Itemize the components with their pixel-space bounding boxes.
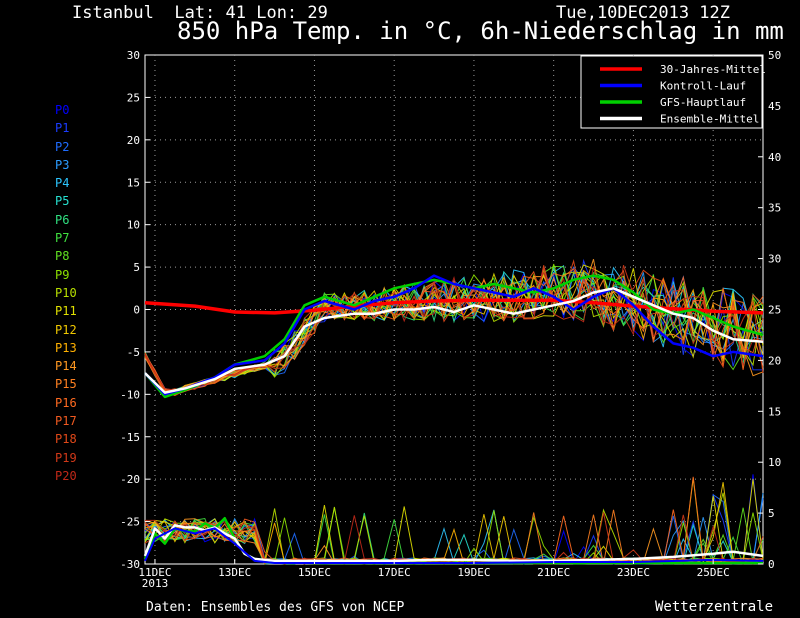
member-list: P0 P1 P2 P3 P4 P5 P6 P7 P8 P9 P10 P11 P12 P13 P14 P15 P1… xyxy=(55,101,77,485)
y-right-tick-label: 20 xyxy=(768,354,781,367)
temp-series-line xyxy=(144,287,764,394)
legend-label: 30-Jahres-Mittel xyxy=(660,63,766,76)
x-tick-sublabel: 2013 xyxy=(142,577,169,590)
y-left-tick-label: 10 xyxy=(127,219,140,232)
member-label: P6 xyxy=(55,212,70,227)
member-label: P16 xyxy=(55,395,77,410)
x-tick-label: 11DEC xyxy=(138,566,171,579)
brand-label: Wetterzentrale xyxy=(655,599,774,615)
member-label: P8 xyxy=(55,249,70,264)
member-label: P1 xyxy=(55,121,70,136)
member-label: P17 xyxy=(55,414,77,429)
y-right-tick-label: 30 xyxy=(768,253,781,266)
member-label: P4 xyxy=(55,176,70,191)
data-source-label: Daten: Ensembles des GFS von NCEP xyxy=(146,600,405,615)
y-left-tick-label: 25 xyxy=(127,91,140,104)
y-left-tick-label: -25 xyxy=(120,516,140,529)
member-label: P2 xyxy=(55,139,70,154)
member-label: P3 xyxy=(55,157,70,172)
y-right-tick-label: 40 xyxy=(768,151,781,164)
legend-label: Ensemble-Mittel xyxy=(660,113,759,126)
y-right-tick-label: 50 xyxy=(768,49,781,62)
y-left-tick-label: -15 xyxy=(120,431,140,444)
precip-series-line xyxy=(144,527,764,564)
y-left-tick-label: 0 xyxy=(133,304,140,317)
member-label: P10 xyxy=(55,285,77,300)
x-tick-label: 19DEC xyxy=(457,566,490,579)
member-label: P20 xyxy=(55,468,77,483)
precip-series-line xyxy=(143,524,764,563)
y-right-tick-label: 45 xyxy=(768,100,781,113)
legend-label: Kontroll-Lauf xyxy=(660,80,746,93)
y-left-tick-label: -20 xyxy=(120,473,140,486)
y-left-tick-label: 15 xyxy=(127,176,140,189)
y-right-tick-label: 15 xyxy=(768,405,781,418)
x-tick-label: 25DEC xyxy=(697,566,730,579)
member-label: P11 xyxy=(55,304,77,319)
temp-series-line xyxy=(144,274,764,396)
member-label: P13 xyxy=(55,340,77,355)
y-right-tick-label: 10 xyxy=(768,456,781,469)
location-label: Istanbul Lat: 41 Lon: 29 xyxy=(72,3,328,23)
y-left-tick-label: 20 xyxy=(127,134,140,147)
member-label: P19 xyxy=(55,450,77,465)
member-label: P18 xyxy=(55,432,77,447)
temp-series-line xyxy=(144,298,764,315)
member-label: P15 xyxy=(55,377,77,392)
y-left-tick-label: 5 xyxy=(133,261,140,274)
highlight-series xyxy=(143,274,764,565)
member-label: P7 xyxy=(55,231,70,246)
y-right-tick-label: 25 xyxy=(768,304,781,317)
chart-title: 850 hPa Temp. in °C, 6h-Niederschlag in … xyxy=(177,17,784,45)
run-date-label: Tue,10DEC2013 12Z xyxy=(556,3,730,23)
y-left-tick-label: -5 xyxy=(127,346,140,359)
x-tick-label: 21DEC xyxy=(537,566,570,579)
x-tick-label: 13DEC xyxy=(218,566,251,579)
y-right-tick-label: 35 xyxy=(768,202,781,215)
member-temp-line xyxy=(144,273,764,394)
y-right-tick-label: 0 xyxy=(768,558,775,571)
legend-label: GFS-Hauptlauf xyxy=(660,96,746,109)
x-tick-label: 15DEC xyxy=(298,566,331,579)
member-label: P14 xyxy=(55,359,77,374)
member-label: P0 xyxy=(55,103,70,117)
x-tick-label: 17DEC xyxy=(378,566,411,579)
axes: -30 -25 -20 -15 -10 -5 0 5 10 15 20 25 30 0 5 10 15 20 25 3… xyxy=(120,49,781,590)
y-left-tick-label: -10 xyxy=(120,388,140,401)
member-label: P12 xyxy=(55,322,77,337)
x-tick-label: 23DEC xyxy=(617,566,650,579)
member-label: P5 xyxy=(55,194,70,209)
y-right-tick-label: 5 xyxy=(768,507,775,520)
y-left-tick-label: -30 xyxy=(120,558,140,571)
y-left-tick-label: 30 xyxy=(127,49,140,62)
legend: 30-Jahres-Mittel Kontroll-Lauf GFS-Hauptla… xyxy=(580,55,766,129)
member-label: P9 xyxy=(55,267,70,282)
